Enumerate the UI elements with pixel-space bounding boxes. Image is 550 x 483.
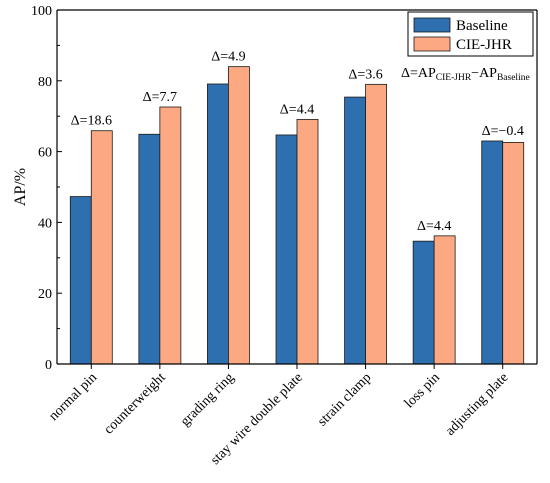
delta-label: Δ=4.9 bbox=[211, 50, 245, 65]
x-tick-label: adjusting plate bbox=[443, 370, 512, 439]
x-tick-label: normal pin bbox=[46, 370, 100, 424]
legend: Baseline CIE-JHR bbox=[407, 11, 534, 57]
legend-label: CIE-JHR bbox=[456, 37, 512, 53]
x-tick-label: grading ring bbox=[178, 370, 237, 429]
x-tick-label: strain clamp bbox=[315, 370, 374, 429]
bar-baseline bbox=[275, 134, 298, 365]
delta-labels-group: Δ=18.6 Δ=7.7 Δ=4.9 Δ=4.4 Δ=3.6 Δ=4.4 Δ=−0.4 bbox=[71, 50, 524, 234]
bar-cie-jhr bbox=[296, 118, 319, 365]
bar-baseline bbox=[207, 83, 229, 365]
bar-cie-jhr bbox=[502, 141, 525, 365]
y-tick-label: 60 bbox=[38, 146, 52, 161]
bar-cie-jhr bbox=[228, 66, 250, 365]
delta-label: Δ=7.7 bbox=[143, 90, 177, 105]
bar-baseline bbox=[412, 240, 435, 365]
delta-label: Δ=3.6 bbox=[348, 67, 382, 82]
bar-baseline bbox=[481, 140, 504, 365]
x-tick-label: loss pin bbox=[402, 370, 443, 411]
y-tick-label: 40 bbox=[38, 216, 52, 231]
bar-baseline bbox=[138, 133, 161, 365]
bar-cie-jhr bbox=[159, 106, 182, 365]
legend-swatch bbox=[413, 36, 451, 52]
bar-cie-jhr bbox=[433, 235, 456, 365]
x-tick-label: counterweight bbox=[101, 370, 168, 437]
y-tick-label: 0 bbox=[45, 358, 52, 373]
y-tick-label: 80 bbox=[38, 75, 52, 90]
delta-label: Δ=−0.4 bbox=[482, 124, 524, 139]
bars-group bbox=[69, 66, 525, 365]
bar-baseline bbox=[344, 96, 366, 365]
delta-label: Δ=4.4 bbox=[280, 102, 314, 117]
delta-label: Δ=18.6 bbox=[71, 114, 112, 129]
y-tick-label: 100 bbox=[31, 4, 52, 19]
bar-baseline bbox=[69, 196, 92, 365]
legend-label: Baseline bbox=[456, 18, 508, 34]
delta-label: Δ=4.4 bbox=[417, 219, 451, 234]
y-axis-title: AP/% bbox=[12, 168, 29, 206]
bar-cie-jhr bbox=[90, 130, 113, 365]
legend-swatch bbox=[413, 17, 451, 33]
bar-cie-jhr bbox=[365, 83, 387, 365]
y-tick-label: 20 bbox=[38, 287, 52, 302]
delta-formula: Δ=APCIE-JHR−APBaseline bbox=[401, 66, 530, 83]
